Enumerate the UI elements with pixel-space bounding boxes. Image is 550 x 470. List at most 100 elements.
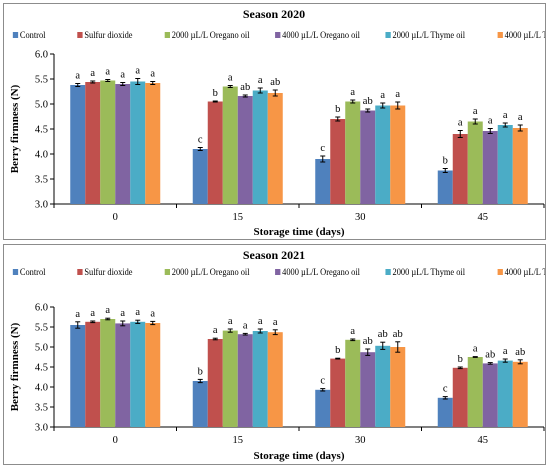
legend-item: 4000 µL/L Oregano oil <box>275 267 360 277</box>
significance-label: a <box>213 325 218 336</box>
bar <box>115 84 131 204</box>
error-bar <box>227 328 233 333</box>
legend-label: 2000 µL/L Oregano oil <box>172 267 250 278</box>
bar <box>375 345 391 427</box>
error-bar <box>335 116 341 122</box>
legend-label: 2000 µL/L Thyme oil <box>393 30 466 41</box>
error-bar <box>517 124 523 132</box>
error-bar <box>75 83 81 87</box>
error-bar <box>472 356 478 358</box>
error-bar <box>365 348 371 356</box>
legend-swatch <box>12 269 19 275</box>
significance-label: a <box>518 112 523 123</box>
bar <box>467 121 483 204</box>
error-bar <box>472 118 478 125</box>
error-bar <box>442 168 448 173</box>
x-tick-label: 0 <box>113 435 118 446</box>
legend-label: 4000 µL/L Thyme oil <box>505 30 545 41</box>
chart-legend: Control Sulfur dioxide 2000 µL/L Oregano o… <box>12 30 545 41</box>
error-bar <box>272 329 278 336</box>
legend-label: 4000 µL/L Thyme oil <box>505 267 545 278</box>
legend-label: 2000 µL/L Oregano oil <box>172 30 250 41</box>
significance-label: ab <box>515 347 525 358</box>
bar <box>345 101 361 204</box>
y-axis-title: Berry firmness (N) <box>9 84 21 173</box>
significance-label: a <box>120 70 125 81</box>
x-tick-label: 45 <box>478 435 489 446</box>
bar <box>145 323 161 427</box>
error-bar <box>242 94 248 98</box>
x-axis-title: Storage time (days) <box>253 450 344 462</box>
significance-label: ab <box>393 329 403 340</box>
legend-swatch <box>275 269 281 275</box>
bar <box>70 325 86 427</box>
error-bar <box>350 99 356 104</box>
legend-item: 4000 µL/L Thyme oil <box>497 30 545 41</box>
bar <box>237 96 253 204</box>
bar <box>330 358 346 427</box>
legend-item: 2000 µL/L Oregano oil <box>164 267 250 278</box>
bar <box>360 352 376 427</box>
y-tick-label: 3.5 <box>35 403 48 414</box>
significance-label: a <box>150 69 155 80</box>
bar <box>222 86 238 204</box>
legend-swatch <box>275 32 281 38</box>
error-bar <box>120 82 126 86</box>
bar <box>452 367 468 427</box>
significance-label: a <box>473 344 478 355</box>
error-bar <box>75 321 81 329</box>
error-bar <box>487 362 493 365</box>
legend-swatch <box>497 269 503 275</box>
y-tick-label: 4.5 <box>35 363 48 374</box>
error-bar <box>395 101 401 110</box>
error-bar <box>242 332 248 336</box>
error-bar <box>90 80 96 84</box>
error-bar <box>150 81 156 85</box>
significance-label: a <box>395 89 400 100</box>
error-bar <box>365 108 371 113</box>
error-bar <box>197 147 203 151</box>
y-tick-label: 6.0 <box>35 50 48 61</box>
bar <box>130 321 146 427</box>
legend-label: Control <box>20 267 46 278</box>
chart-legend: Control Sulfur dioxide 2000 µL/L Oregano o… <box>12 267 545 278</box>
error-bar <box>380 341 386 350</box>
error-bar <box>380 102 386 109</box>
significance-label: ab <box>270 77 280 88</box>
significance-label: a <box>75 309 80 320</box>
error-bar <box>257 328 263 334</box>
x-tick-label: 0 <box>113 212 118 223</box>
significance-label: a <box>458 118 463 129</box>
error-bar <box>517 359 523 365</box>
error-bar <box>457 130 463 138</box>
bar <box>85 321 101 427</box>
y-tick-label: 5.0 <box>35 343 48 354</box>
error-bar <box>135 319 141 324</box>
legend-label: 2000 µL/L Thyme oil <box>393 267 466 278</box>
y-tick-label: 4.0 <box>35 150 48 161</box>
bar-chart-season-2020: Season 2020 Control Sulfur dioxide 2000 µL/… <box>9 7 545 238</box>
bar <box>70 85 86 204</box>
legend-item: 2000 µL/L Thyme oil <box>385 267 466 278</box>
y-axis-title: Berry firmness (N) <box>9 322 21 411</box>
error-bar <box>90 320 96 324</box>
legend-label: Sulfur dioxide <box>84 30 132 41</box>
significance-label: c <box>198 135 203 146</box>
x-axis-title: Storage time (days) <box>253 226 344 238</box>
chart-title: Season 2021 <box>243 248 305 262</box>
significance-label: a <box>228 316 233 327</box>
bar <box>452 134 468 204</box>
bar <box>467 357 483 427</box>
error-bar <box>135 78 141 85</box>
bar <box>482 131 498 204</box>
legend-item: 2000 µL/L Thyme oil <box>385 30 466 41</box>
error-bar <box>212 100 218 103</box>
significance-label: b <box>458 354 463 365</box>
legend-swatch <box>385 269 391 275</box>
significance-label: a <box>135 307 140 318</box>
legend-swatch <box>385 32 391 38</box>
error-bar <box>395 341 401 353</box>
bar <box>497 360 513 427</box>
error-bar <box>487 128 493 134</box>
bar <box>237 334 253 427</box>
